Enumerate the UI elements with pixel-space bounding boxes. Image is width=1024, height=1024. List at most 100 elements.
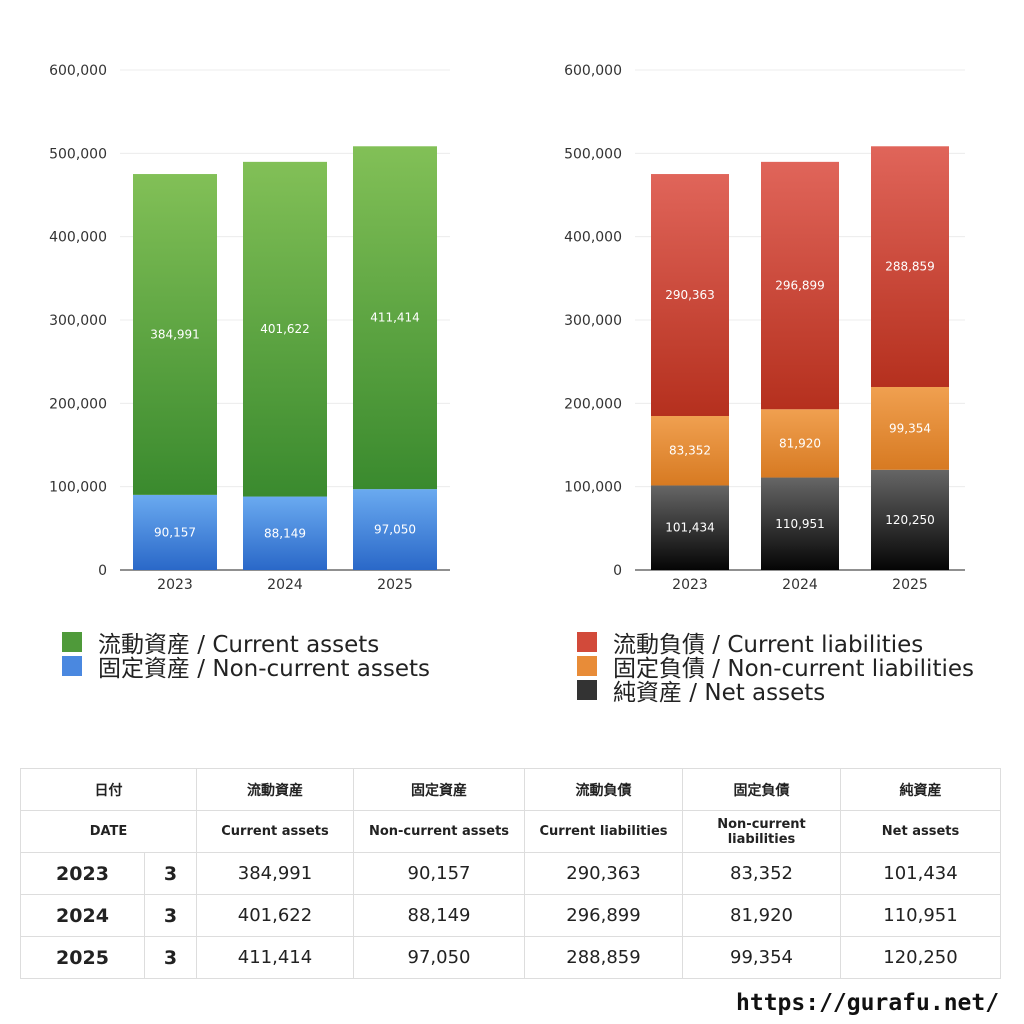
value-cell: 81,920 <box>682 894 841 937</box>
table-header-en: DATE Current assets Non-current assets C… <box>20 810 1001 853</box>
data-label: 110,951 <box>775 517 825 531</box>
x-tick-label: 2025 <box>892 577 928 593</box>
value-cell: 384,991 <box>196 852 354 895</box>
bar-segment <box>761 409 839 478</box>
bar-segment <box>243 161 327 497</box>
data-label: 288,859 <box>885 260 935 274</box>
data-label: 101,434 <box>665 521 715 535</box>
legend-label: 固定資産 / Non-current assets <box>98 656 431 682</box>
legend-label: 純資産 / Net assets <box>613 680 826 706</box>
y-tick-label: 600,000 <box>49 63 107 79</box>
y-tick-label: 0 <box>613 563 622 579</box>
data-label: 401,622 <box>260 322 310 336</box>
table-header-jp: 日付 流動資産 固定資産 流動負債 固定負債 純資産 <box>20 768 1001 811</box>
assets-legend: 流動資産 / Current assets 固定資産 / Non-current… <box>62 630 430 682</box>
legend-swatch <box>62 656 82 676</box>
balance-sheet-table: 日付 流動資産 固定資産 流動負債 固定負債 純資産 DATE Current … <box>20 768 1001 979</box>
bar-segment <box>243 496 327 570</box>
header-cell: Net assets <box>840 810 1001 853</box>
table-row: 2024 3 401,622 88,149 296,899 81,920 110… <box>20 894 1001 937</box>
y-tick-label: 300,000 <box>564 313 622 329</box>
x-tick-label: 2023 <box>672 577 708 593</box>
header-cell: DATE <box>20 810 197 853</box>
data-label: 384,991 <box>150 327 200 341</box>
legend-swatch <box>577 632 597 652</box>
year-cell: 2025 <box>20 936 145 979</box>
data-label: 99,354 <box>889 421 931 435</box>
bar-segment <box>651 416 729 486</box>
x-tick-label: 2023 <box>157 577 193 593</box>
y-tick-label: 100,000 <box>49 480 107 496</box>
value-cell: 101,434 <box>840 852 1001 895</box>
value-cell: 401,622 <box>196 894 354 937</box>
value-cell: 120,250 <box>840 936 1001 979</box>
value-cell: 296,899 <box>524 894 683 937</box>
bar-segment <box>871 146 949 387</box>
y-tick-label: 400,000 <box>49 230 107 246</box>
data-label: 83,352 <box>669 444 711 458</box>
legend-swatch <box>577 656 597 676</box>
y-tick-label: 400,000 <box>564 230 622 246</box>
bar-segment <box>353 489 437 570</box>
header-cell: 純資産 <box>840 768 1001 811</box>
header-cell: Current assets <box>196 810 354 853</box>
bar-segment <box>761 161 839 410</box>
header-cell: Non-current assets <box>353 810 525 853</box>
legend-label: 流動資産 / Current assets <box>98 632 380 658</box>
bar-segment <box>133 174 217 495</box>
y-tick-label: 300,000 <box>49 313 107 329</box>
data-label: 97,050 <box>374 523 416 537</box>
year-cell: 2024 <box>20 894 145 937</box>
month-cell: 3 <box>144 852 197 895</box>
y-tick-label: 100,000 <box>564 480 622 496</box>
data-label: 88,149 <box>264 526 306 540</box>
legend-label: 固定負債 / Non-current liabilities <box>613 656 974 682</box>
header-cell: 固定負債 <box>682 768 841 811</box>
x-tick-label: 2025 <box>377 577 413 593</box>
value-cell: 411,414 <box>196 936 354 979</box>
header-cell: Non-current liabilities <box>682 810 841 853</box>
y-tick-label: 200,000 <box>564 396 622 412</box>
legend-item-net-assets: 純資産 / Net assets <box>577 678 974 706</box>
bar-segment <box>871 469 949 570</box>
table-row: 2025 3 411,414 97,050 288,859 99,354 120… <box>20 936 1001 979</box>
y-tick-label: 0 <box>98 563 107 579</box>
data-label: 296,899 <box>775 279 825 293</box>
value-cell: 97,050 <box>353 936 525 979</box>
legend-swatch <box>577 680 597 700</box>
data-label: 411,414 <box>370 311 420 325</box>
data-label: 90,157 <box>154 525 196 539</box>
data-label: 290,363 <box>665 288 715 302</box>
value-cell: 99,354 <box>682 936 841 979</box>
value-cell: 88,149 <box>353 894 525 937</box>
legend-label: 流動負債 / Current liabilities <box>613 632 924 658</box>
bar-segment <box>133 494 217 570</box>
value-cell: 290,363 <box>524 852 683 895</box>
value-cell: 110,951 <box>840 894 1001 937</box>
month-cell: 3 <box>144 936 197 979</box>
x-tick-label: 2024 <box>267 577 303 593</box>
header-cell: 固定資産 <box>353 768 525 811</box>
table-row: 2023 3 384,991 90,157 290,363 83,352 101… <box>20 852 1001 895</box>
bar-segment <box>353 146 437 490</box>
bar-segment <box>651 485 729 570</box>
value-cell: 288,859 <box>524 936 683 979</box>
value-cell: 90,157 <box>353 852 525 895</box>
y-tick-label: 500,000 <box>564 146 622 162</box>
bar-segment <box>871 386 949 470</box>
legend-item-non-current-liabilities: 固定負債 / Non-current liabilities <box>577 654 974 682</box>
stacked-bar-charts: 0 100,000 200,000 300,000 400,000 500,000 600,… <box>49 63 965 593</box>
header-cell: Current liabilities <box>524 810 683 853</box>
data-label: 120,250 <box>885 513 935 527</box>
header-cell: 流動負債 <box>524 768 683 811</box>
header-cell: 流動資産 <box>196 768 354 811</box>
liabilities-legend: 流動負債 / Current liabilities 固定負債 / Non-cu… <box>577 630 974 706</box>
y-tick-label: 600,000 <box>564 63 622 79</box>
month-cell: 3 <box>144 894 197 937</box>
bar-segment <box>651 174 729 417</box>
bar-segment <box>761 477 839 570</box>
header-cell: 日付 <box>20 768 197 811</box>
y-tick-label: 200,000 <box>49 396 107 412</box>
legend-swatch <box>62 632 82 652</box>
y-tick-label: 500,000 <box>49 146 107 162</box>
